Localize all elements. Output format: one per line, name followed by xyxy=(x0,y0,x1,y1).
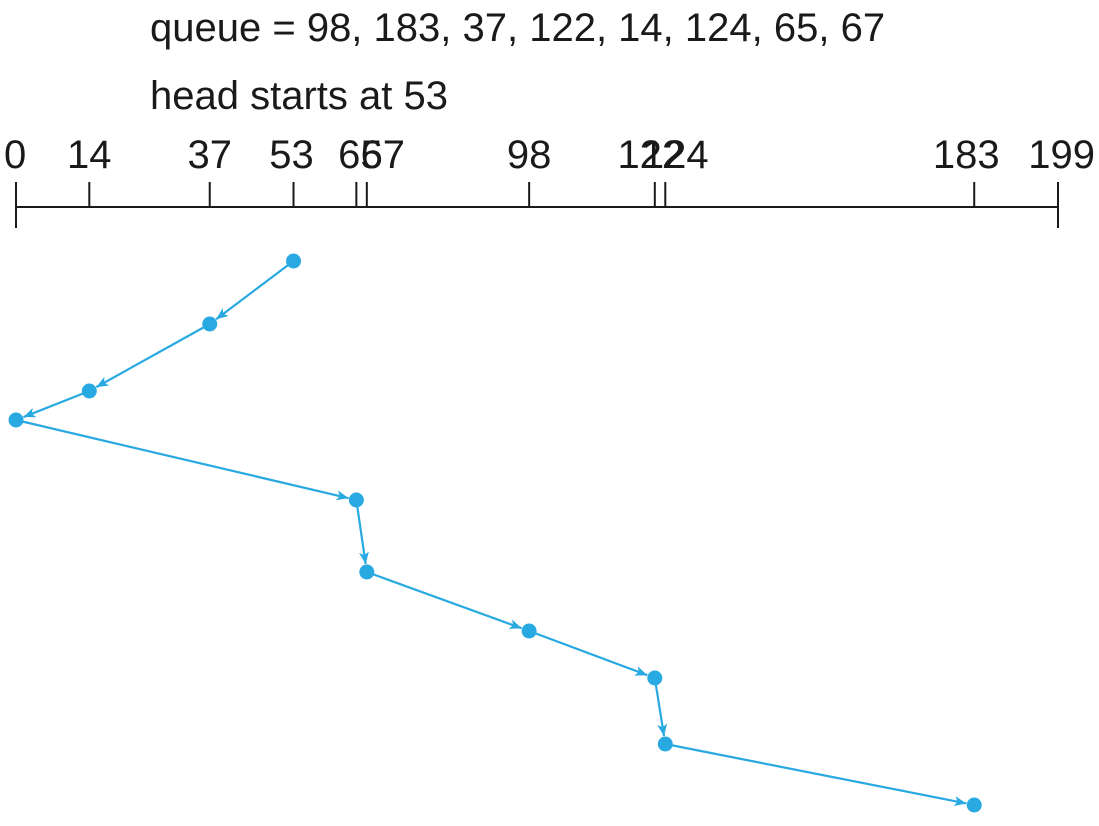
move-0-to-65 xyxy=(15,418,349,501)
axis-tick-label-98: 98 xyxy=(507,133,552,177)
axis-tick-label-122: 122 xyxy=(617,133,684,177)
axis-tick-label-14: 14 xyxy=(67,133,112,177)
head-position-67 xyxy=(359,564,375,580)
move-37-to-14 xyxy=(95,323,211,389)
move-14-to-0 xyxy=(23,389,90,419)
head-position-37 xyxy=(202,316,218,332)
axis-tick-label-0: 0 xyxy=(4,133,26,177)
head-position-183 xyxy=(966,797,982,813)
move-122-to-124 xyxy=(653,677,668,737)
head-start-caption: head starts at 53 xyxy=(150,74,448,118)
axis-tick-label-183: 183 xyxy=(933,133,1000,177)
head-position-98 xyxy=(521,623,537,639)
head-position-65 xyxy=(348,492,364,508)
axis-tick-label-53: 53 xyxy=(269,133,314,177)
move-65-to-67 xyxy=(355,499,369,565)
axis-tick-label-67: 67 xyxy=(361,133,406,177)
axis-tick-label-199: 199 xyxy=(1028,133,1095,177)
head-position-122 xyxy=(647,670,663,686)
move-124-to-183 xyxy=(665,742,967,807)
head-position-0 xyxy=(8,412,24,428)
head-position-14 xyxy=(81,383,97,399)
axis-tick-label-37: 37 xyxy=(187,133,232,177)
axis-tick-label-124: 124 xyxy=(642,133,709,177)
axis-tick-label-65: 65 xyxy=(338,133,383,177)
queue-caption: queue = 98, 183, 37, 122, 14, 124, 65, 6… xyxy=(150,6,886,50)
move-98-to-122 xyxy=(528,629,648,677)
head-position-124 xyxy=(657,736,673,752)
move-67-to-98 xyxy=(366,570,523,630)
move-53-to-37 xyxy=(215,260,295,321)
head-movement-path xyxy=(8,253,982,813)
head-position-53 xyxy=(286,253,302,269)
